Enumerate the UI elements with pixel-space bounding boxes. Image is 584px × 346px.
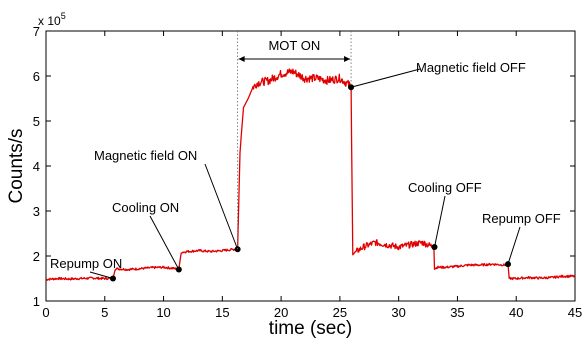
series-line	[45, 68, 576, 281]
y-tick-label: 3	[33, 204, 40, 219]
span-arrowhead-right	[344, 56, 351, 62]
x-tick-label: 40	[509, 305, 523, 320]
event-label: Cooling ON	[112, 200, 179, 215]
event-marker	[431, 244, 438, 250]
span-arrowhead-left	[238, 56, 245, 62]
event-label: Magnetic field OFF	[416, 60, 526, 75]
span-label: MOT ON	[268, 38, 320, 53]
y-tick-label: 2	[33, 249, 40, 264]
event-marker	[348, 84, 355, 91]
annotation-pointer	[350, 68, 421, 88]
y-axis-title: Counts/s	[6, 129, 27, 204]
x-tick-label: 25	[333, 305, 347, 320]
series-layer	[45, 68, 576, 281]
y-tick-label: 1	[33, 294, 40, 309]
event-marker	[175, 266, 182, 273]
event-marker	[110, 275, 117, 282]
annotation-pointer	[204, 163, 239, 250]
x-axis-title: time (sec)	[269, 318, 352, 339]
y-tick-label: 4	[33, 159, 40, 174]
x-tick-label: 5	[101, 305, 108, 320]
event-label: Magnetic field ON	[94, 148, 197, 163]
annotation-pointer	[434, 195, 446, 248]
annotation-layer: Repump ON Cooling ON Magnetic field ON Magn…	[50, 31, 561, 282]
y-tick-label: 6	[33, 69, 40, 84]
event-label: Repump ON	[50, 256, 122, 271]
annotation-pointer	[507, 226, 521, 265]
y-multiplier-label: x 105	[38, 11, 66, 28]
annotation-pointer	[89, 271, 114, 279]
x-tick-label: 45	[568, 305, 582, 320]
event-label: Cooling OFF	[408, 180, 482, 195]
event-label: Repump OFF	[482, 211, 561, 226]
annotation-pointer	[149, 215, 180, 270]
x-tick-label: 30	[391, 305, 405, 320]
x-tick-label: 35	[450, 305, 464, 320]
y-multiplier-exponent: 5	[61, 11, 66, 21]
x-tick-label: 0	[42, 305, 49, 320]
y-multiplier-base: x 10	[38, 14, 61, 28]
x-tick-label: 15	[215, 305, 229, 320]
x-tick-label: 20	[274, 305, 288, 320]
y-tick-label: 5	[33, 114, 40, 129]
event-marker	[504, 261, 511, 268]
x-tick-label: 10	[156, 305, 170, 320]
y-tick-label: 7	[33, 24, 40, 39]
